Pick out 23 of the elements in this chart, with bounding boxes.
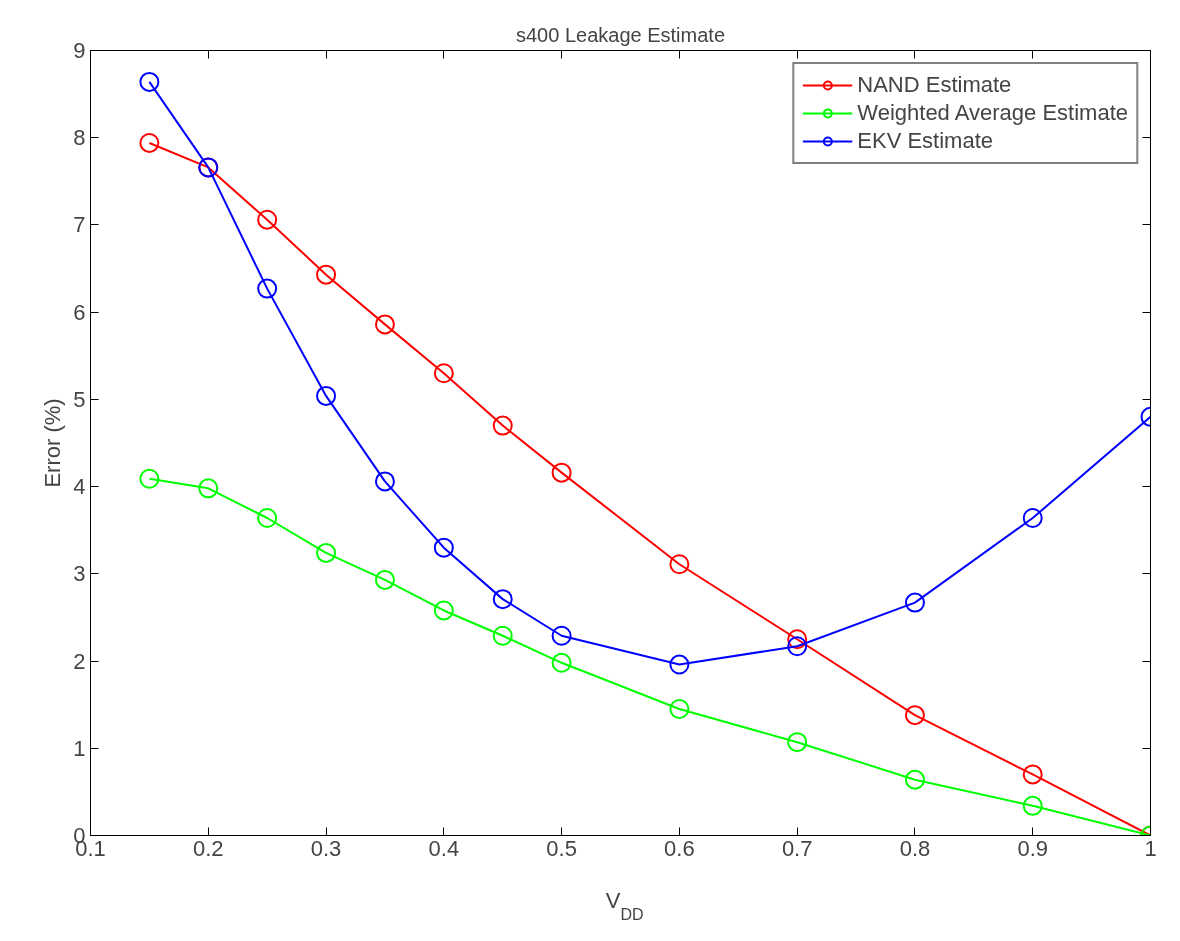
y-tick-label: 5 [73,386,86,412]
legend-label: NAND Estimate [857,72,1012,98]
x-tick-label: 1 [1144,835,1157,861]
x-tick-label: 0.5 [546,835,577,861]
x-tick-label: 0.3 [310,835,342,861]
x-tick-label: 0.9 [1017,835,1049,861]
y-tick-label: 2 [73,648,86,674]
x-tick-label: 0.2 [192,835,224,861]
legend-label: EKV Estimate [857,128,994,154]
x-tick-label: 0.7 [781,835,813,861]
y-tick-label: 6 [73,299,86,325]
chart-title: s400 Leakage Estimate [515,23,726,46]
x-tick-label: 0.4 [428,835,460,861]
y-tick-label: 3 [73,561,86,587]
y-tick-label: 9 [73,38,86,63]
y-tick-label: 8 [73,125,86,151]
x-tick-label: 0.6 [664,835,695,861]
y-tick-label: 1 [73,735,86,761]
y-axis-title: Error (%) [40,398,66,488]
legend-label: Weighted Average Estimate [857,100,1128,126]
y-tick-label: 7 [73,212,86,238]
y-tick-label: 4 [73,474,86,500]
x-tick-label: 0.8 [899,835,931,861]
